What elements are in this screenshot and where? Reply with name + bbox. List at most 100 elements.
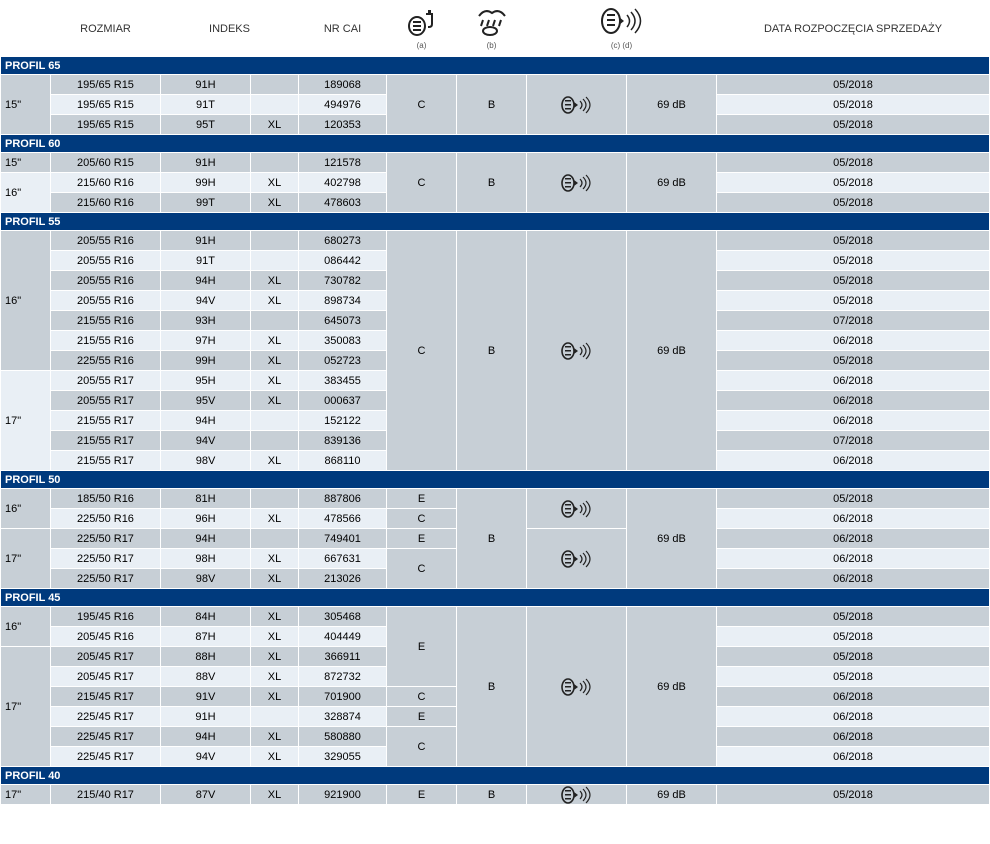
- fuel-cell: E: [387, 785, 457, 805]
- size-cell: 185/50 R16: [51, 489, 161, 509]
- rim-cell: 17": [1, 371, 51, 471]
- size-cell: 195/65 R15: [51, 115, 161, 135]
- fuel-icon: [387, 6, 456, 36]
- cai-cell: 701900: [299, 687, 387, 707]
- hdr-noise: (c) (d): [527, 1, 717, 57]
- date-cell: 06/2018: [717, 707, 990, 727]
- cai-cell: 120353: [299, 115, 387, 135]
- xl-cell: XL: [251, 391, 299, 411]
- size-cell: 225/45 R17: [51, 727, 161, 747]
- size-cell: 225/55 R16: [51, 351, 161, 371]
- cai-cell: 898734: [299, 291, 387, 311]
- xl-cell: XL: [251, 193, 299, 213]
- size-cell: 205/55 R16: [51, 251, 161, 271]
- xl-cell: XL: [251, 667, 299, 687]
- cai-cell: 329055: [299, 747, 387, 767]
- idx-cell: 98V: [161, 451, 251, 471]
- date-cell: 06/2018: [717, 569, 990, 589]
- cai-cell: 887806: [299, 489, 387, 509]
- size-cell: 205/55 R16: [51, 271, 161, 291]
- cai-cell: 000637: [299, 391, 387, 411]
- date-cell: 06/2018: [717, 411, 990, 431]
- idx-cell: 94V: [161, 291, 251, 311]
- xl-cell: XL: [251, 451, 299, 471]
- size-cell: 195/65 R15: [51, 95, 161, 115]
- rim-cell: 16": [1, 489, 51, 529]
- fuel-cell: E: [387, 607, 457, 687]
- idx-cell: 91V: [161, 687, 251, 707]
- xl-cell: [251, 231, 299, 251]
- fuel-cell: E: [387, 529, 457, 549]
- date-cell: 05/2018: [717, 647, 990, 667]
- date-cell: 06/2018: [717, 747, 990, 767]
- wet-cell: B: [457, 607, 527, 767]
- cai-cell: 086442: [299, 251, 387, 271]
- cai-cell: 383455: [299, 371, 387, 391]
- idx-cell: 91H: [161, 75, 251, 95]
- date-cell: 07/2018: [717, 431, 990, 451]
- idx-cell: 95H: [161, 371, 251, 391]
- noise-icon-cell: [527, 75, 627, 135]
- noise-icon-cell: [527, 529, 627, 589]
- idx-cell: 91H: [161, 231, 251, 251]
- size-cell: 215/60 R16: [51, 173, 161, 193]
- cai-cell: 052723: [299, 351, 387, 371]
- noise-db-cell: 69 dB: [627, 607, 717, 767]
- date-cell: 06/2018: [717, 451, 990, 471]
- fuel-cell: E: [387, 489, 457, 509]
- cai-cell: 404449: [299, 627, 387, 647]
- size-cell: 225/50 R17: [51, 549, 161, 569]
- xl-cell: XL: [251, 785, 299, 805]
- noise-icon-cell: [527, 607, 627, 767]
- table-row: 16"205/55 R1691H680273CB69 dB05/2018: [1, 231, 990, 251]
- idx-cell: 94V: [161, 747, 251, 767]
- cai-cell: 478603: [299, 193, 387, 213]
- fuel-cell: E: [387, 707, 457, 727]
- xl-cell: [251, 529, 299, 549]
- date-cell: 05/2018: [717, 193, 990, 213]
- idx-cell: 96H: [161, 509, 251, 529]
- cai-cell: 494976: [299, 95, 387, 115]
- idx-cell: 94H: [161, 411, 251, 431]
- section-header: PROFIL 60: [1, 135, 990, 153]
- date-cell: 06/2018: [717, 549, 990, 569]
- section-header: PROFIL 65: [1, 57, 990, 75]
- cai-cell: 213026: [299, 569, 387, 589]
- size-cell: 225/50 R17: [51, 529, 161, 549]
- cai-cell: 872732: [299, 667, 387, 687]
- xl-cell: [251, 251, 299, 271]
- xl-cell: XL: [251, 351, 299, 371]
- cai-cell: 749401: [299, 529, 387, 549]
- date-cell: 05/2018: [717, 351, 990, 371]
- fuel-cell: C: [387, 727, 457, 767]
- rim-cell: 15": [1, 153, 51, 173]
- hdr-fuel: (a): [387, 1, 457, 57]
- noise-db-cell: 69 dB: [627, 785, 717, 805]
- cai-cell: 328874: [299, 707, 387, 727]
- xl-cell: [251, 431, 299, 451]
- noise-icon-cell: [527, 785, 627, 805]
- date-cell: 05/2018: [717, 115, 990, 135]
- date-cell: 05/2018: [717, 271, 990, 291]
- size-cell: 215/55 R16: [51, 311, 161, 331]
- date-cell: 06/2018: [717, 331, 990, 351]
- rim-cell: 17": [1, 647, 51, 767]
- tire-spec-table: ROZMIAR INDEKS NR CAI: [0, 0, 990, 805]
- idx-cell: 98V: [161, 569, 251, 589]
- fuel-cell: C: [387, 509, 457, 529]
- idx-cell: 99T: [161, 193, 251, 213]
- size-cell: 215/40 R17: [51, 785, 161, 805]
- hdr-wet: (b): [457, 1, 527, 57]
- size-cell: 205/55 R17: [51, 391, 161, 411]
- cai-cell: 121578: [299, 153, 387, 173]
- xl-cell: [251, 411, 299, 431]
- noise-icon-cell: [527, 153, 627, 213]
- date-cell: 06/2018: [717, 529, 990, 549]
- cai-cell: 402798: [299, 173, 387, 193]
- xl-cell: XL: [251, 727, 299, 747]
- size-cell: 225/45 R17: [51, 747, 161, 767]
- date-cell: 05/2018: [717, 627, 990, 647]
- xl-cell: XL: [251, 607, 299, 627]
- rim-cell: 16": [1, 173, 51, 213]
- date-cell: 05/2018: [717, 489, 990, 509]
